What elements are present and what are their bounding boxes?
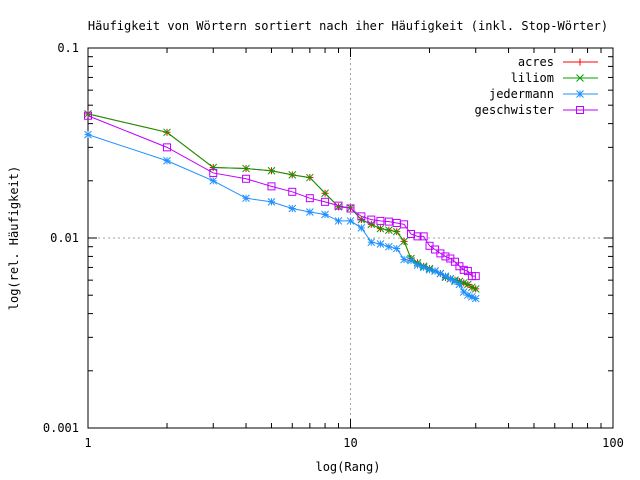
axis-ticks: 1 10 100 0.001 0.01 0.1 [43, 41, 624, 450]
legend-marker-geschwister [576, 106, 584, 114]
data-point-jedermann [419, 263, 428, 272]
y-tick-label: 0.1 [57, 41, 79, 55]
legend-label-jedermann: jedermann [489, 87, 554, 101]
data-point-geschwister [334, 201, 343, 210]
series-layer [84, 110, 480, 303]
x-axis-label: log(Rang) [315, 460, 380, 474]
data-point-liliom [321, 189, 329, 198]
data-point-geschwister [305, 194, 314, 203]
series-line-jedermann [87, 134, 476, 300]
data-point-jedermann [451, 277, 459, 286]
data-point-geschwister [288, 187, 297, 196]
data-point-geschwister [346, 204, 355, 213]
chart-title: Häufigkeit von Wörtern sortiert nach ihe… [88, 19, 608, 33]
data-point-liliom [385, 226, 393, 234]
data-point-jedermann [459, 288, 468, 296]
data-point-jedermann [385, 242, 393, 251]
legend-marker-liliom [576, 74, 584, 82]
data-point-liliom [305, 173, 314, 182]
data-point-geschwister [163, 143, 172, 152]
legend-marker-acres [576, 58, 584, 66]
legend-label-acres: acres [518, 55, 554, 69]
data-point-geschwister [463, 267, 472, 276]
grid [88, 48, 613, 428]
data-point-jedermann [392, 244, 401, 253]
x-tick-label: 1 [84, 436, 91, 450]
data-point-geschwister [321, 197, 330, 206]
data-point-liliom [367, 220, 376, 229]
data-point-geschwister [357, 212, 366, 221]
series-line-geschwister [87, 115, 476, 277]
data-point-geschwister [413, 232, 422, 241]
x-tick-label: 10 [343, 436, 357, 450]
data-point-liliom [400, 237, 408, 246]
data-point-jedermann [242, 194, 250, 203]
data-point-jedermann [321, 210, 329, 219]
data-point-geschwister [459, 265, 468, 274]
data-point-liliom [288, 170, 297, 179]
data-point-liliom [468, 283, 476, 292]
data-point-geschwister [209, 168, 218, 177]
data-point-liliom [267, 166, 276, 175]
data-point-geschwister [376, 216, 385, 225]
data-point-jedermann [407, 256, 415, 265]
data-point-jedermann [163, 156, 171, 165]
data-point-geschwister [242, 174, 251, 183]
data-point-jedermann [305, 208, 314, 216]
data-point-geschwister [84, 111, 92, 120]
data-point-geschwister [384, 217, 393, 226]
data-point-jedermann [376, 240, 385, 248]
x-tick-label: 100 [602, 436, 624, 450]
data-point-liliom [163, 128, 171, 137]
data-point-jedermann [84, 130, 92, 139]
data-point-geschwister [441, 252, 450, 261]
series-geschwister [84, 111, 480, 281]
data-point-geschwister [267, 182, 276, 191]
data-point-jedermann [413, 261, 422, 269]
data-point-liliom [376, 224, 385, 233]
series-jedermann [84, 130, 480, 303]
data-point-geschwister [471, 272, 480, 281]
data-point-jedermann [334, 217, 343, 225]
data-point-liliom [464, 280, 472, 289]
data-point-jedermann [400, 255, 408, 264]
legend-label-liliom: liliom [511, 71, 554, 85]
data-point-jedermann [346, 217, 355, 225]
data-point-jedermann [267, 197, 276, 206]
y-tick-label: 0.001 [43, 421, 79, 435]
data-point-liliom [471, 284, 480, 293]
data-point-geschwister [367, 215, 376, 224]
legend-label-geschwister: geschwister [475, 103, 554, 117]
data-point-geschwister [450, 257, 459, 266]
data-point-liliom [459, 279, 468, 287]
data-point-geschwister [419, 232, 428, 241]
data-point-jedermann [288, 204, 297, 213]
data-point-jedermann [357, 224, 366, 232]
data-point-liliom [242, 164, 250, 173]
legend-marker-jedermann [576, 90, 584, 98]
data-point-jedermann [367, 238, 376, 247]
legend: acres liliom jedermann geschwister [475, 55, 598, 117]
data-point-liliom [392, 227, 401, 236]
y-tick-label: 0.01 [50, 231, 79, 245]
data-point-jedermann [471, 294, 480, 303]
data-point-jedermann [455, 280, 464, 289]
data-point-jedermann [209, 176, 218, 185]
data-point-geschwister [400, 220, 409, 229]
y-axis-label: log(rel. Häufigkeit) [7, 166, 21, 311]
